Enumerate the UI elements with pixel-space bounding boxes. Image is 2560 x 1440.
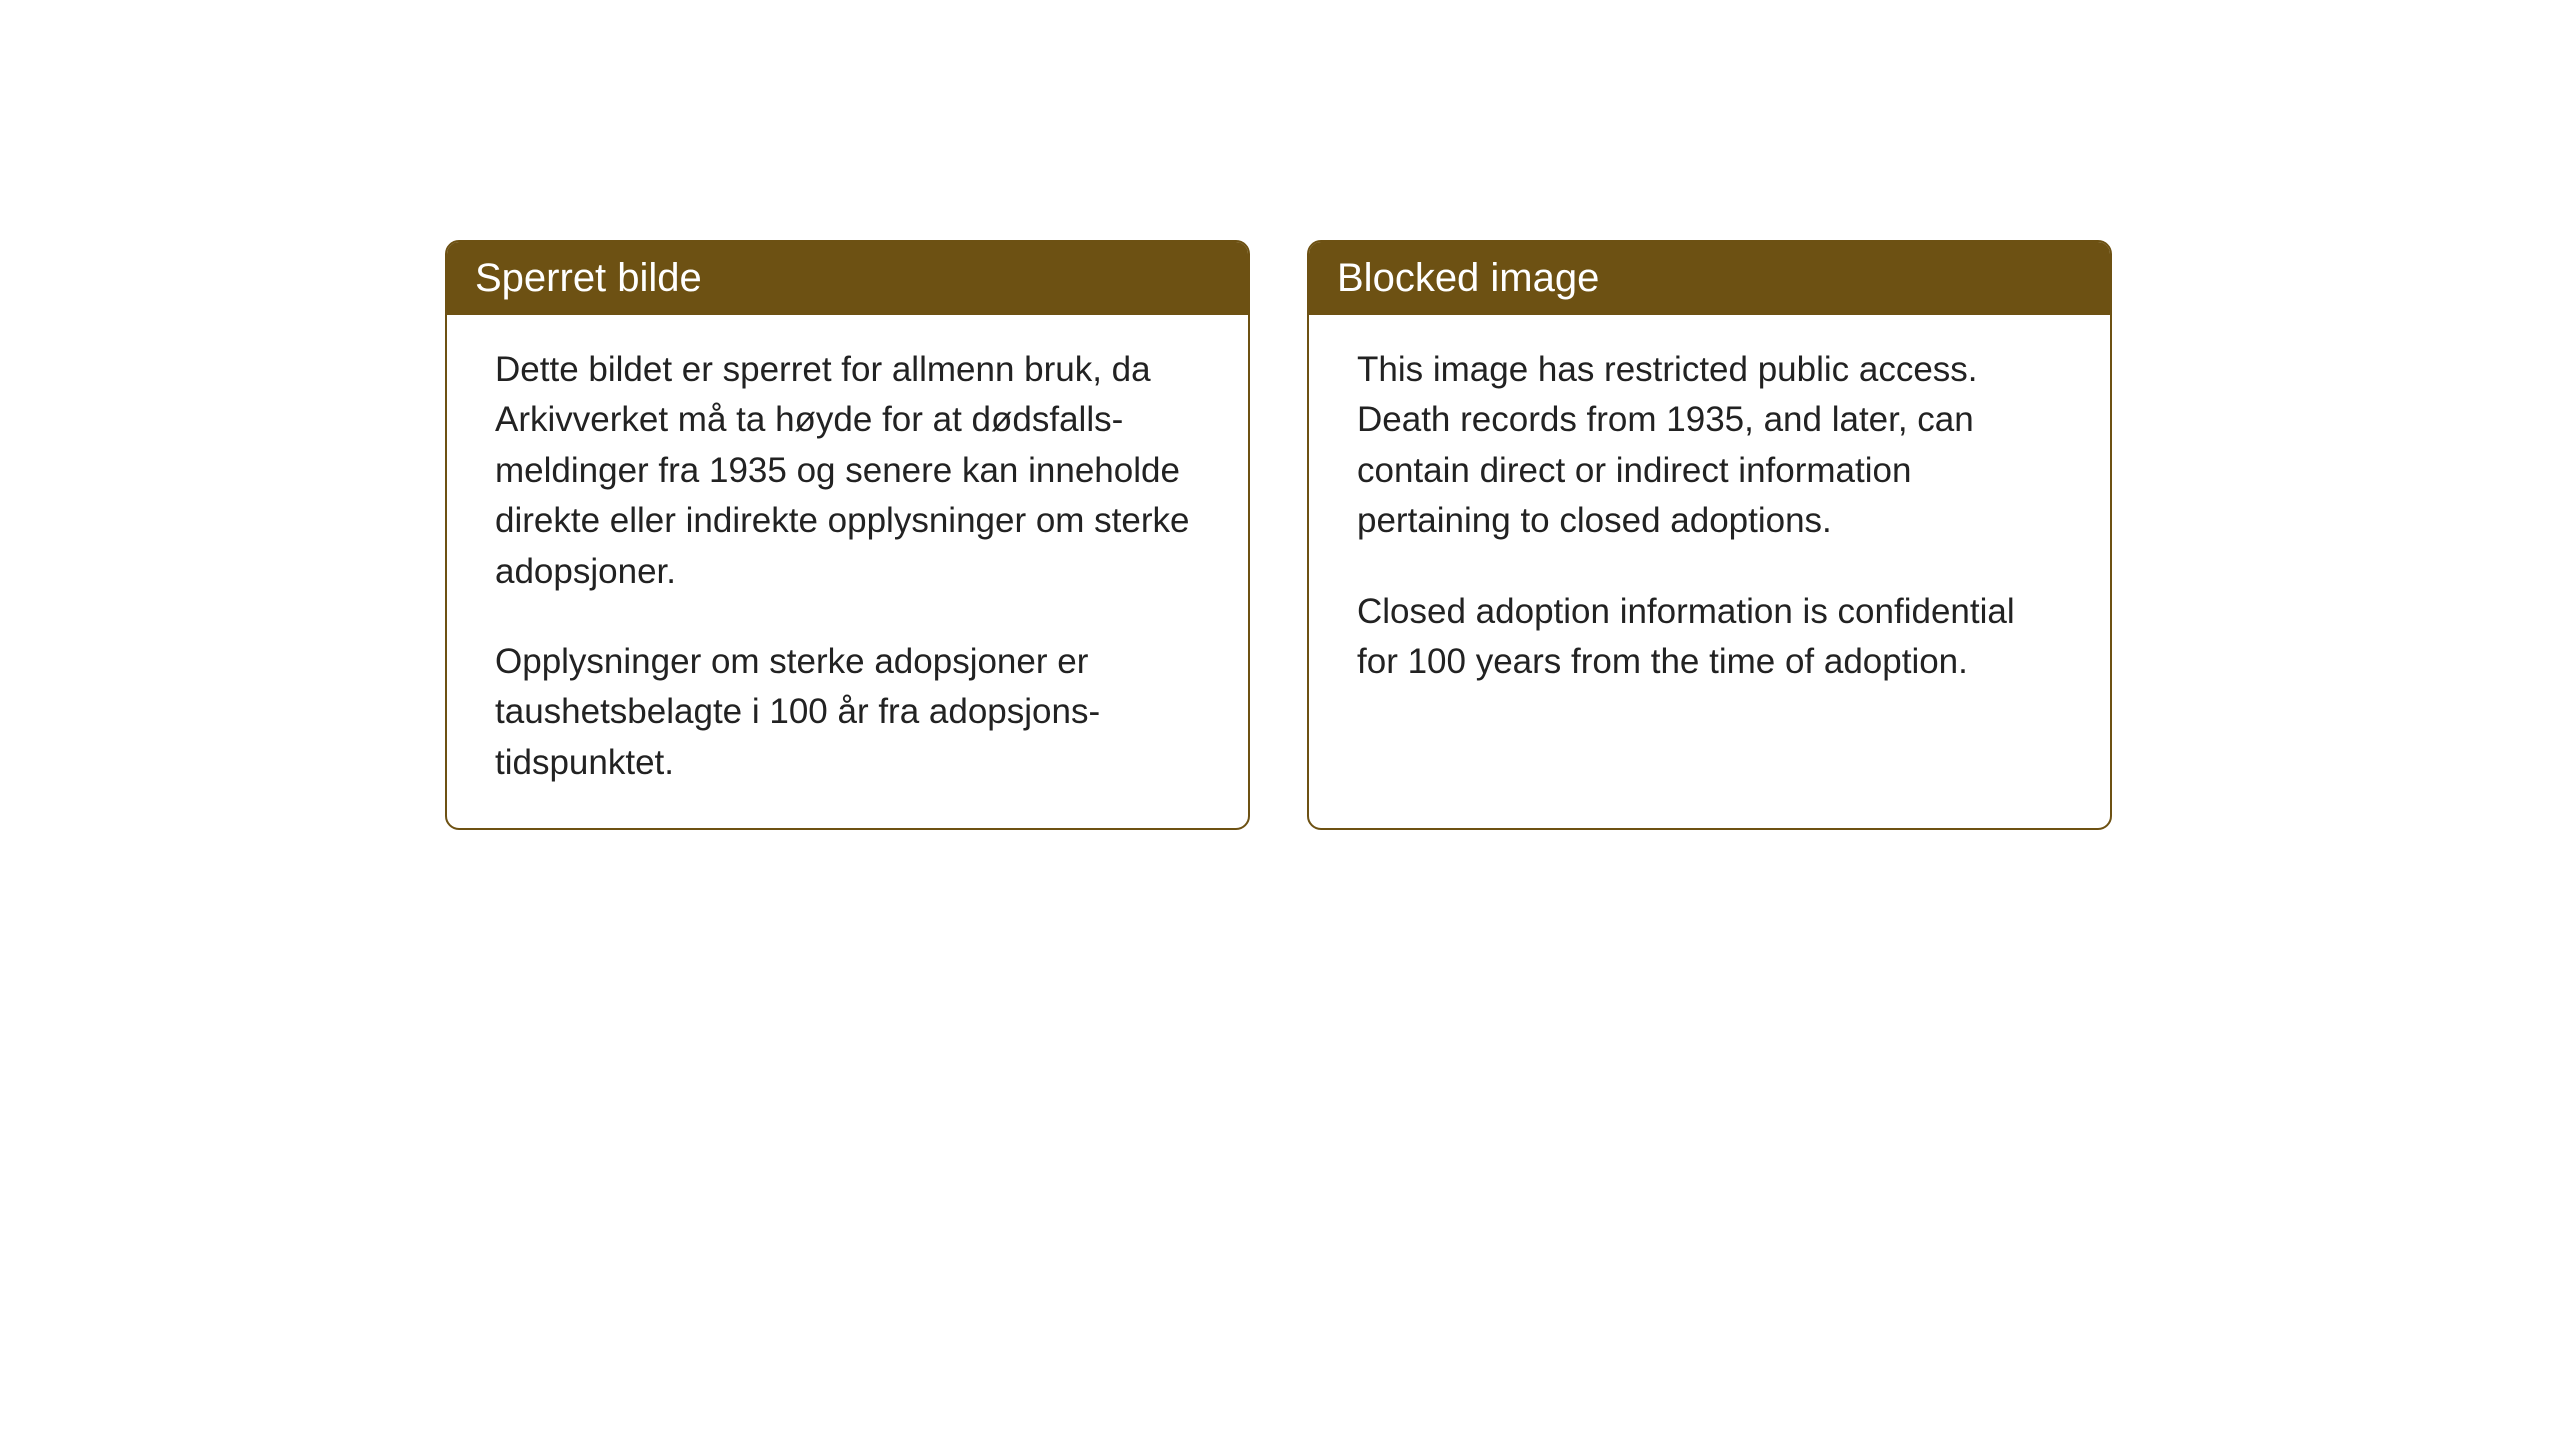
card-body-norwegian: Dette bildet er sperret for allmenn bruk… [447, 315, 1248, 828]
paragraph-english-2: Closed adoption information is confident… [1357, 587, 2062, 688]
card-title-norwegian: Sperret bilde [475, 256, 702, 300]
card-title-english: Blocked image [1337, 256, 1599, 300]
notice-card-english: Blocked image This image has restricted … [1307, 240, 2112, 830]
notice-card-norwegian: Sperret bilde Dette bildet er sperret fo… [445, 240, 1250, 830]
paragraph-norwegian-2: Opplysninger om sterke adopsjoner er tau… [495, 637, 1200, 788]
card-body-english: This image has restricted public access.… [1309, 315, 2110, 727]
paragraph-english-1: This image has restricted public access.… [1357, 345, 2062, 547]
notice-container: Sperret bilde Dette bildet er sperret fo… [445, 240, 2112, 830]
card-header-english: Blocked image [1309, 242, 2110, 315]
card-header-norwegian: Sperret bilde [447, 242, 1248, 315]
paragraph-norwegian-1: Dette bildet er sperret for allmenn bruk… [495, 345, 1200, 597]
